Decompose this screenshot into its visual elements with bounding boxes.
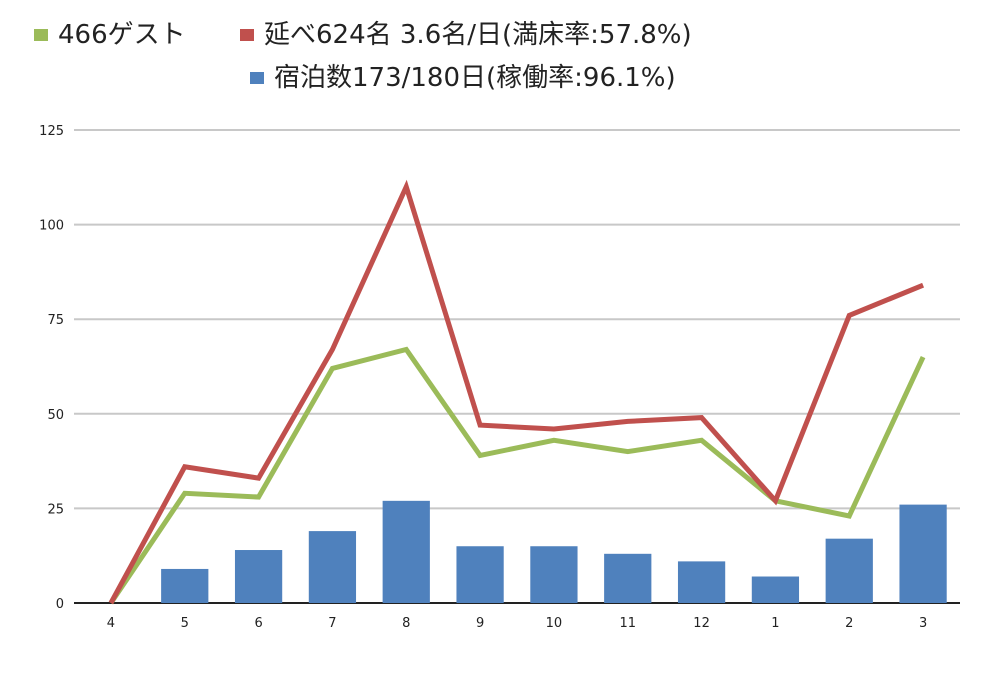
legend-label-nights: 宿泊数173/180日(稼働率:96.1%) (274, 63, 676, 93)
bar (530, 546, 578, 603)
x-tick-label: 10 (546, 616, 563, 631)
x-tick-label: 9 (476, 616, 484, 631)
x-tick-label: 1 (771, 616, 779, 631)
legend-swatch-red (240, 29, 254, 41)
bar (899, 504, 947, 603)
bar (234, 550, 283, 603)
x-tick-label: 3 (919, 616, 927, 631)
x-tick-label: 8 (402, 616, 410, 631)
y-tick-label: 0 (56, 597, 64, 612)
x-tick-label: 5 (181, 616, 189, 631)
bar (677, 561, 726, 603)
x-tick-label: 6 (254, 616, 262, 631)
y-tick-label: 100 (39, 219, 64, 234)
bar (161, 568, 209, 603)
legend-item-nights: 宿泊数173/180日(稼働率:96.1%) (250, 63, 676, 93)
bar (604, 553, 652, 603)
y-tick-label: 25 (47, 502, 64, 517)
y-tick-label: 75 (47, 313, 64, 328)
legend-item-guests: 466ゲスト (34, 20, 186, 50)
y-tick-label: 125 (39, 124, 64, 139)
legend-swatch-blue (250, 72, 264, 84)
legend-label-person-nights: 延べ624名 3.6名/日(満床率:57.8%) (264, 20, 692, 50)
bar (308, 531, 357, 603)
bar (751, 576, 800, 603)
bar (456, 546, 504, 603)
series-line-guests (108, 346, 926, 605)
legend-label-guests: 466ゲスト (58, 20, 186, 50)
y-tick-label: 50 (47, 408, 64, 423)
x-tick-label: 2 (845, 616, 853, 631)
x-tick-label: 11 (619, 616, 636, 631)
x-tick-label: 4 (107, 616, 115, 631)
bar (382, 500, 430, 603)
legend-item-person-nights: 延べ624名 3.6名/日(満床率:57.8%) (240, 20, 692, 50)
series-line-person-nights (108, 179, 925, 605)
bar (825, 538, 873, 603)
x-tick-label: 12 (693, 616, 710, 631)
x-tick-label: 7 (328, 616, 336, 631)
legend-swatch-green (34, 29, 48, 41)
